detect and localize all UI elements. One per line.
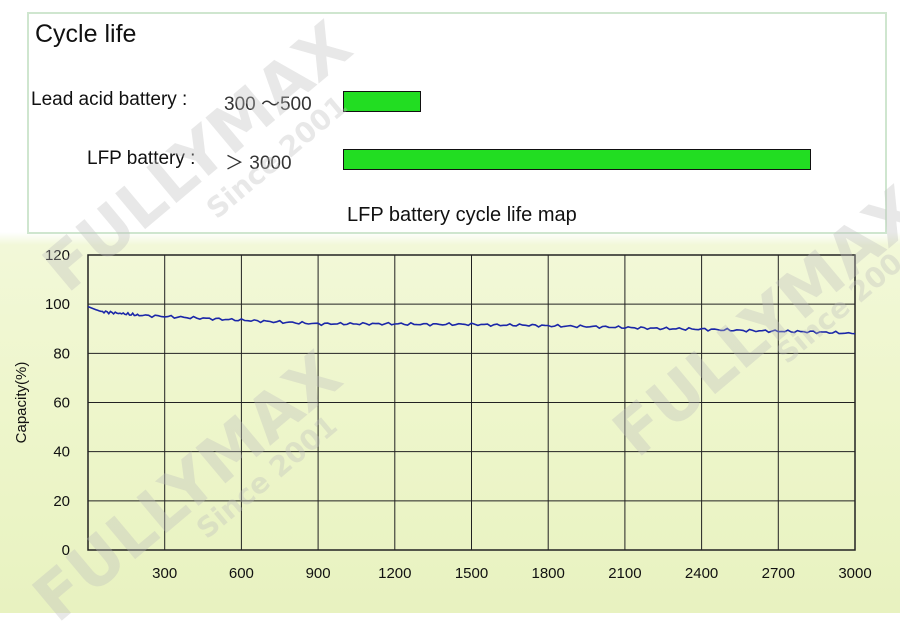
x-tick-label: 2700 [762,565,795,582]
lfp-value: ＞ 3000 [225,153,292,174]
x-tick-label: 600 [229,565,254,582]
y-tick-label: 20 [53,493,70,510]
lead-acid-label: Lead acid battery : [31,89,188,110]
capacity-series-line [87,305,856,335]
y-tick-label: 80 [53,345,70,362]
x-tick-label: 1200 [378,565,411,582]
y-tick-label: 100 [45,296,70,313]
lfp-label: LFP battery : [87,148,196,169]
panel-title: Cycle life [35,20,137,48]
map-title: LFP battery cycle life map [347,204,577,226]
x-tick-label: 1500 [455,565,488,582]
x-tick-label: 300 [152,565,177,582]
y-tick-label: 0 [62,542,70,559]
x-tick-label: 2100 [608,565,641,582]
y-tick-label: 40 [53,444,70,461]
cycle-life-panel: Cycle life Lead acid battery : 300 ～500 … [27,12,887,234]
x-tick-label: 1800 [532,565,565,582]
y-axis-label: Capacity(%) [13,362,30,444]
lead-acid-bar [343,91,421,112]
lfp-bar [343,149,811,170]
lead-acid-value: 300 ～500 [224,94,312,115]
x-tick-label: 900 [306,565,331,582]
x-tick-label: 2400 [685,565,718,582]
x-tick-label: 3000 [838,565,871,582]
y-tick-label: 120 [45,247,70,264]
y-tick-label: 60 [53,395,70,412]
capacity-chart: 300 600 900 1200 1500 1800 2100 2400 2700 3000 0 20… [13,247,872,582]
